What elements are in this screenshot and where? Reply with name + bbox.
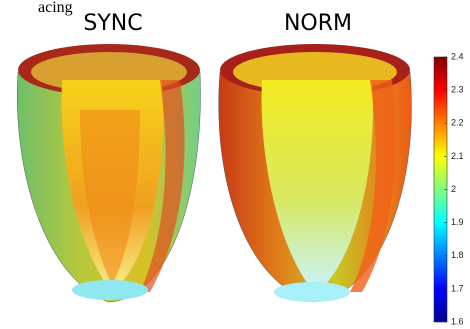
tick-label: 1.7 xyxy=(451,283,464,293)
cropped-caption: acing xyxy=(38,0,73,16)
tick-label: 2.4 xyxy=(451,51,464,61)
tick-label: 2.2 xyxy=(451,118,464,128)
panel-title: NORM xyxy=(284,11,352,36)
figure: acing SYNC NORM 1.6 1.7 1.8 1.9 2 2.1 2.2 2.3 2.… xyxy=(0,0,470,329)
heart-sync xyxy=(17,44,200,302)
tick-label: 1.8 xyxy=(451,250,464,260)
tick-label: 2.1 xyxy=(451,151,464,161)
colorbar: 1.6 1.7 1.8 1.9 2 2.1 2.2 2.3 2.4 xyxy=(434,51,464,326)
tick-label: 1.9 xyxy=(451,217,464,227)
heart-norm xyxy=(219,44,412,302)
tick-label: 2 xyxy=(451,184,456,194)
tick-label: 2.3 xyxy=(451,85,464,95)
tick-label: 1.6 xyxy=(451,316,464,326)
panel-title: SYNC xyxy=(83,11,142,36)
